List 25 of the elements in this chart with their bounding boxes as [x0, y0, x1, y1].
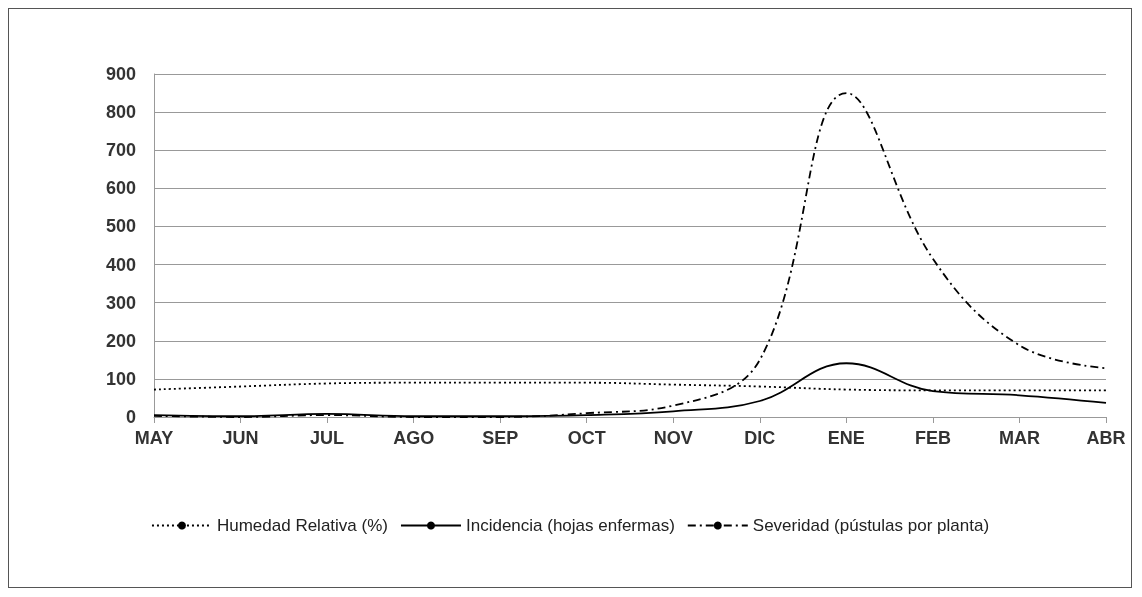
y-tick-label: 800: [105, 102, 136, 123]
x-tick-label: ABR: [1086, 428, 1126, 448]
legend-label: Incidencia (hojas enfermas): [465, 516, 675, 535]
y-tick-label: 0: [125, 407, 136, 427]
x-tick-label: FEB: [914, 428, 951, 448]
x-tick-label: DIC: [744, 428, 776, 448]
x-tick-label: JUL: [310, 428, 345, 448]
x-tick-label: MAY: [134, 428, 174, 448]
y-tick-label: 700: [105, 140, 136, 161]
y-tick-label: 600: [105, 178, 136, 199]
x-tick-label: ENE: [827, 428, 865, 448]
x-tick-label: OCT: [567, 428, 606, 448]
y-tick-label: 400: [105, 254, 136, 275]
y-tick-label: 500: [105, 216, 136, 237]
legend-label: Humedad Relativa (%): [216, 516, 388, 535]
y-tick-label: 300: [105, 292, 136, 313]
y-tick-label: 900: [105, 64, 136, 84]
x-tick-label: SEP: [482, 428, 519, 448]
y-tick-label: 100: [105, 368, 136, 389]
x-tick-label: MAR: [998, 428, 1040, 448]
y-tick-label: 200: [105, 330, 136, 351]
x-tick-label: NOV: [653, 428, 693, 448]
x-tick-label: AGO: [393, 428, 435, 448]
legend-label: Severidad (pústulas por planta): [752, 516, 990, 535]
x-tick-label: JUN: [222, 428, 259, 448]
